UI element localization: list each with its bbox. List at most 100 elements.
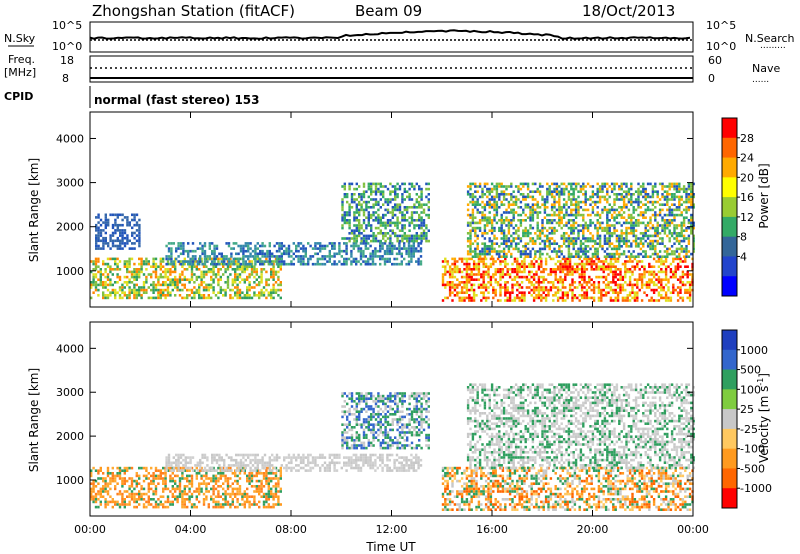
echo-cell [102, 485, 105, 488]
echo-cell [602, 265, 605, 268]
echo-cell [270, 268, 273, 271]
echo-cell [212, 498, 215, 501]
echo-cell [138, 498, 141, 501]
echo-cell [417, 262, 420, 266]
echo-cell [591, 252, 595, 256]
echo-cell [171, 270, 174, 274]
echo-cell [583, 278, 586, 281]
echo-cell [685, 193, 688, 196]
echo-cell [507, 229, 511, 232]
echo-cell [142, 291, 146, 294]
echo-cell [183, 503, 186, 506]
echo-cell [507, 237, 511, 240]
echo-cell [202, 270, 206, 274]
echo-cell [552, 281, 555, 284]
echo-cell [484, 273, 488, 276]
echo-cell [172, 262, 175, 266]
echo-cell [210, 278, 213, 281]
echo-cell [365, 190, 368, 193]
echo-cell [564, 294, 567, 297]
echo-cell [241, 265, 244, 268]
echo-cell [205, 490, 208, 493]
echo-cell [541, 232, 544, 235]
echo-cell [410, 239, 414, 243]
echo-cell [559, 288, 562, 292]
echo-cell [678, 213, 681, 217]
echo-cell [618, 255, 621, 258]
echo-cell [570, 226, 573, 230]
echo-cell [382, 213, 385, 217]
echo-cell [649, 219, 652, 222]
echo-cell [661, 182, 664, 186]
echo-cell [238, 477, 242, 480]
echo-cell [486, 195, 489, 199]
echo-cell [516, 257, 519, 261]
echo-cell [133, 498, 136, 501]
echo-cell [391, 252, 394, 256]
echo-cell [202, 265, 206, 268]
echo-cell [152, 477, 155, 480]
echo-cell [214, 477, 218, 480]
echo-cell [377, 216, 380, 219]
echo-cell [476, 245, 479, 248]
echo-cell [609, 288, 613, 292]
echo-cell [642, 195, 645, 199]
echo-cell [198, 286, 201, 289]
echo-cell [97, 226, 100, 230]
echo-cell [610, 252, 614, 256]
echo-cell [524, 195, 527, 199]
echo-cell [469, 195, 472, 199]
echo-cell [401, 224, 404, 227]
echo-cell [279, 281, 282, 284]
echo-cell [518, 270, 521, 274]
echo-cell [636, 291, 639, 294]
freq-tick-top: 18 [60, 54, 74, 67]
echo-cell [580, 294, 584, 297]
echo-cell [234, 257, 237, 261]
echo-cell [273, 255, 276, 258]
echo-cell [570, 193, 573, 196]
echo-cell [348, 221, 351, 225]
echo-cell [498, 250, 501, 253]
echo-cell [116, 482, 119, 485]
echo-cell [588, 278, 591, 281]
echo-cell [353, 187, 356, 191]
echo-cell [690, 206, 693, 209]
echo-cell [482, 275, 485, 279]
echo-cell [219, 474, 222, 478]
echo-cell [140, 498, 143, 501]
echo-cell [573, 281, 577, 284]
echo-cell [558, 208, 561, 212]
echo-cell [183, 505, 186, 509]
echo-cell [243, 265, 246, 268]
echo-cell [302, 247, 305, 250]
echo-cell [212, 500, 215, 504]
echo-cell [495, 200, 499, 204]
echo-cell [394, 195, 397, 199]
echo-cell [92, 275, 95, 279]
echo-cell [413, 237, 416, 240]
echo-cell [540, 299, 543, 302]
echo-cell [236, 288, 239, 292]
echo-cell [604, 260, 608, 263]
echo-cell [510, 185, 513, 188]
echo-cell [391, 208, 394, 212]
echo-cell [360, 206, 363, 209]
echo-cell [126, 281, 129, 284]
echo-cell [628, 270, 632, 274]
echo-cell [532, 265, 536, 268]
echo-cell [319, 247, 322, 250]
echo-cell [622, 239, 626, 243]
echo-cell [640, 275, 644, 279]
echo-cell [198, 262, 201, 266]
echo-cell [217, 479, 220, 483]
echo-cell [608, 232, 611, 235]
echo-cell [571, 294, 574, 297]
station-title: Zhongshan Station (fitACF) [92, 2, 295, 20]
echo-cell [331, 244, 334, 248]
echo-cell [181, 466, 184, 470]
echo-cell [505, 211, 508, 214]
echo-cell [188, 265, 191, 268]
echo-cell [123, 482, 126, 485]
echo-cell [531, 213, 535, 217]
